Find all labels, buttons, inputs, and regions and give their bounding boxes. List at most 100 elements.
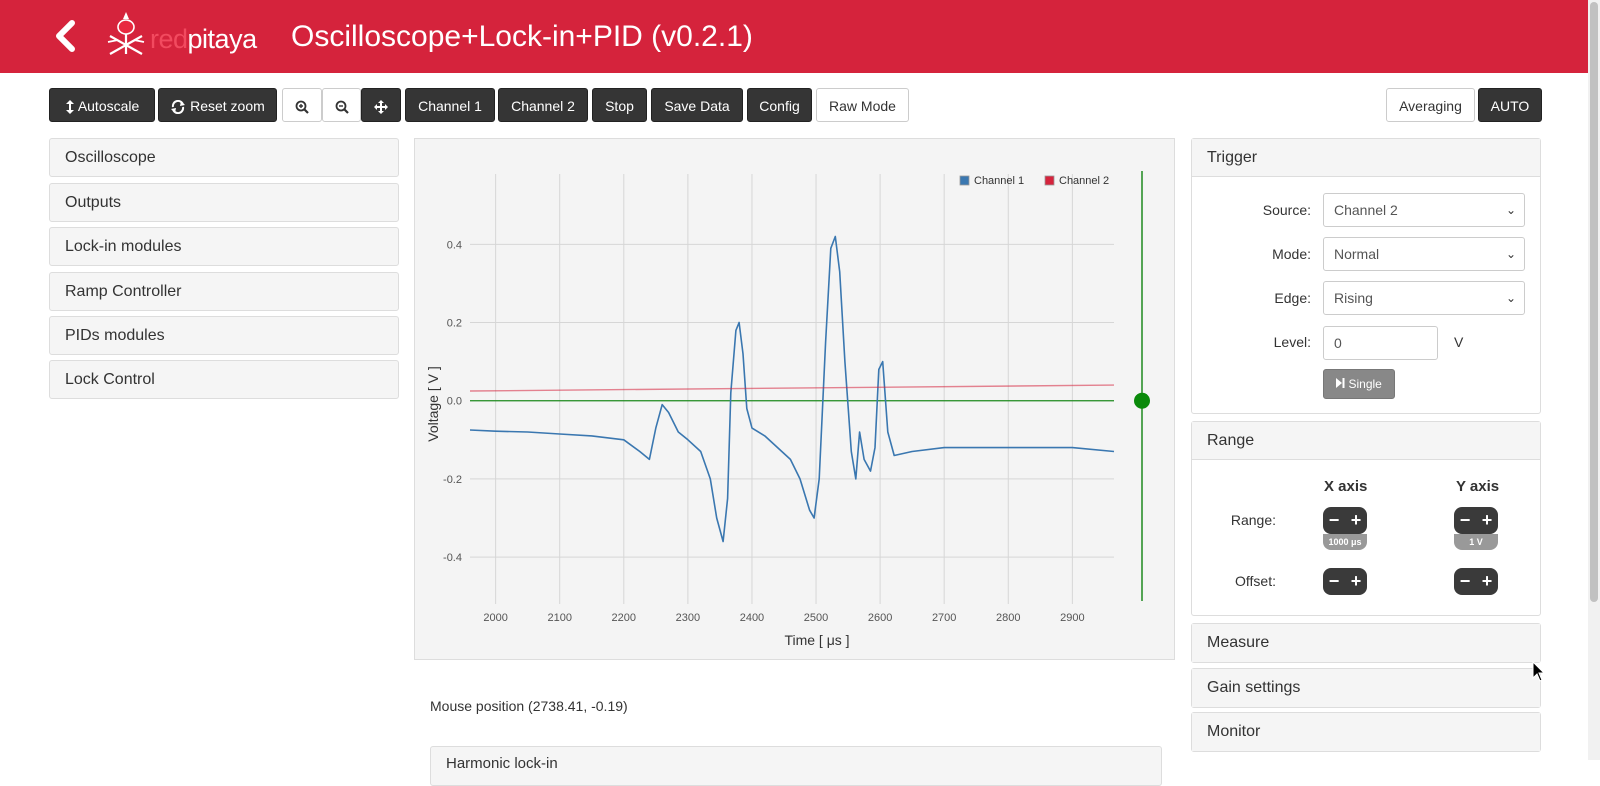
x-tick-label: 2400 [740,612,764,624]
x-range-value: 1000 μs [1323,534,1367,550]
sidebar-item-pids-modules[interactable]: PIDs modules [49,316,399,355]
redpitaya-logo: redpitaya [106,10,266,56]
single-button[interactable]: Single [1323,369,1395,399]
x-tick-label: 2300 [676,612,700,624]
y-tick-label: -0.2 [443,474,462,486]
y-offset-minus-button[interactable]: − [1459,571,1471,591]
edge-label: Edge: [1274,290,1311,306]
trigger-edge-value: Rising [1334,290,1373,306]
x-axis-title: Time [ μs ] [784,632,849,648]
trigger-source-value: Channel 2 [1334,202,1398,218]
config-button[interactable]: Config [747,88,812,122]
trigger-mode-select[interactable]: Normal ⌄ [1323,237,1525,271]
oscilloscope-plot[interactable]: 2000 2100 2200 2300 2400 2500 2600 2700 2800 2900… [414,138,1175,660]
monitor-panel[interactable]: Monitor [1191,712,1541,752]
step-forward-icon [1336,378,1345,388]
averaging-button[interactable]: Averaging [1386,88,1475,122]
raw-mode-button[interactable]: Raw Mode [816,88,909,122]
x-offset-stepper: − + [1323,568,1367,595]
level-label: Level: [1273,334,1311,350]
x-axis-heading: X axis [1324,478,1368,495]
stop-button[interactable]: Stop [592,88,647,122]
y-range-stepper: − + [1454,507,1498,534]
plot-svg[interactable]: 2000 2100 2200 2300 2400 2500 2600 2700 2800 2900… [415,139,1176,661]
logo-text-red: red [150,24,188,54]
sidebar-item-outputs[interactable]: Outputs [49,183,399,222]
y-tick-label: 0.2 [447,318,462,330]
auto-button[interactable]: AUTO [1478,88,1542,122]
zoom-in-icon [295,100,309,115]
x-range-minus-button[interactable]: − [1328,510,1340,530]
x-tick-label: 2200 [612,612,636,624]
y-range-plus-button[interactable]: + [1481,510,1493,530]
sidebar-item-ramp-controller[interactable]: Ramp Controller [49,272,399,311]
channel1-button[interactable]: Channel 1 [405,88,495,122]
logo-text-white: pitaya [187,24,258,54]
y-range-minus-button[interactable]: − [1459,510,1471,530]
vertical-arrows-icon [65,100,74,115]
legend-swatch [1044,175,1055,186]
x-tick-label: 2000 [483,612,507,624]
zoom-out-icon [335,100,349,115]
trigger-source-select[interactable]: Channel 2 ⌄ [1323,193,1525,227]
pan-button[interactable] [361,88,401,122]
y-tick-label: 0.0 [447,396,462,408]
gain-settings-panel[interactable]: Gain settings [1191,668,1541,708]
channel2-button[interactable]: Channel 2 [498,88,588,122]
legend-label: Channel 1 [974,175,1024,187]
trigger-mode-value: Normal [1334,246,1380,262]
reset-zoom-label: Reset zoom [190,98,265,114]
y-axis-heading: Y axis [1456,478,1500,495]
x-range-stepper: − + [1323,507,1367,534]
save-data-button[interactable]: Save Data [651,88,743,122]
monitor-panel-header[interactable]: Monitor [1192,713,1540,751]
autoscale-button[interactable]: Autoscale [49,88,155,122]
y-offset-plus-button[interactable]: + [1481,571,1493,591]
zoom-out-button[interactable] [322,88,361,122]
back-button[interactable] [50,18,82,54]
logo-wordmark: redpitaya [150,24,257,55]
x-tick-label: 2600 [868,612,892,624]
legend-swatch [959,175,970,186]
sidebar-item-oscilloscope[interactable]: Oscilloscope [49,138,399,177]
x-tick-label: 2800 [996,612,1020,624]
harmonic-lock-in-panel[interactable]: Harmonic lock-in [430,746,1162,786]
range-panel-header[interactable]: Range [1192,422,1540,460]
chevron-down-icon: ⌄ [1505,247,1516,261]
page-title: Oscilloscope+Lock-in+PID (v0.2.1) [291,20,753,53]
x-tick-label: 2700 [932,612,956,624]
trigger-level-input[interactable] [1323,326,1438,360]
trigger-panel-header[interactable]: Trigger [1192,139,1540,177]
level-unit: V [1454,334,1464,350]
chevron-left-icon [56,20,75,52]
harmonic-lock-in-label: Harmonic lock-in [446,755,558,772]
gain-settings-panel-header[interactable]: Gain settings [1192,669,1540,707]
y-range-value: 1 V [1454,534,1498,550]
reset-zoom-button[interactable]: Reset zoom [158,88,277,122]
pitaya-fruit-icon [107,12,145,55]
x-tick-label: 2900 [1060,612,1084,624]
mode-label: Mode: [1272,246,1311,262]
single-label: Single [1348,377,1382,391]
legend-label: Channel 2 [1059,175,1109,187]
y-tick-label: -0.4 [443,552,462,564]
channel1-trace [469,235,1115,543]
trigger-panel: Trigger Source: Channel 2 ⌄ Mode: Normal… [1191,138,1541,414]
refresh-icon [171,100,186,115]
x-offset-minus-button[interactable]: − [1328,571,1340,591]
source-label: Source: [1262,202,1311,218]
app-header: redpitaya Oscilloscope+Lock-in+PID (v0.2… [0,0,1588,73]
measure-panel-header[interactable]: Measure [1192,624,1540,662]
x-range-plus-button[interactable]: + [1350,510,1362,530]
x-offset-plus-button[interactable]: + [1350,571,1362,591]
scrollbar-thumb[interactable] [1590,2,1598,602]
page-scrollbar[interactable] [1588,0,1600,760]
trigger-edge-select[interactable]: Rising ⌄ [1323,281,1525,315]
trigger-level-handle[interactable] [1134,392,1150,409]
sidebar-item-lock-in-modules[interactable]: Lock-in modules [49,227,399,266]
measure-panel[interactable]: Measure [1191,623,1541,663]
move-icon [374,100,388,115]
sidebar-item-lock-control[interactable]: Lock Control [49,360,399,399]
zoom-in-button[interactable] [282,88,322,122]
mouse-position-readout: Mouse position (2738.41, -0.19) [430,698,628,714]
